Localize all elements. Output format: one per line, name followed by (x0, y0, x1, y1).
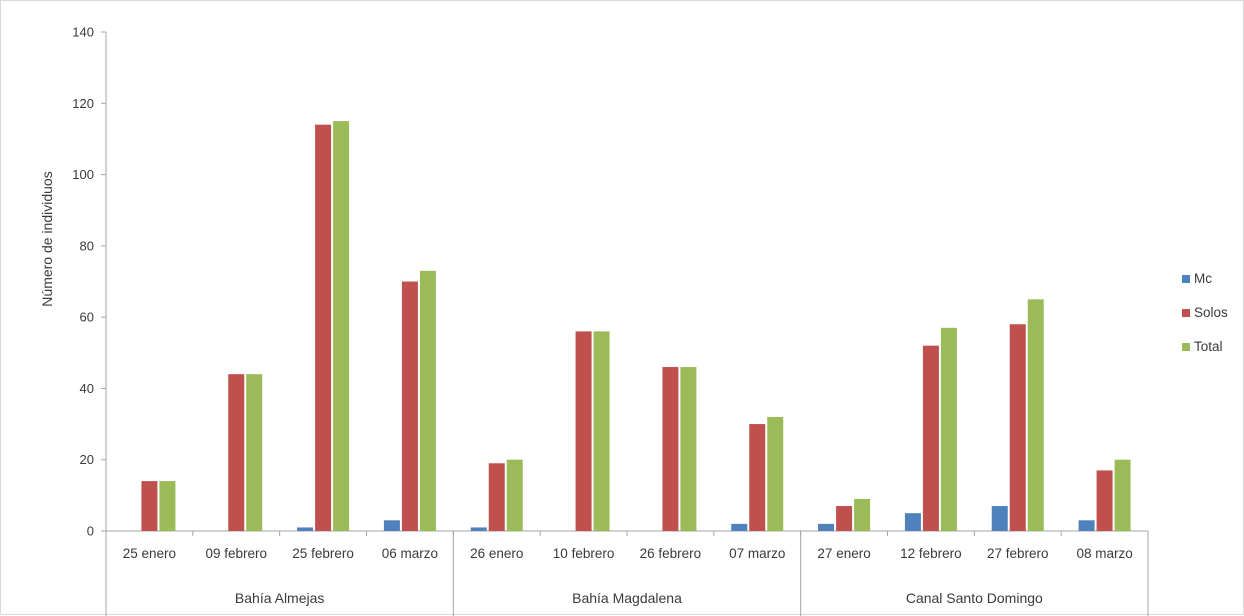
x-category-label: 06 marzo (382, 546, 438, 561)
bar-total (246, 374, 263, 531)
y-tick-label: 140 (72, 25, 94, 40)
labels: 0 20 40 60 80 100 120 140 25 enero 09 febrero 25 f… (72, 25, 1132, 607)
bar-mc (991, 506, 1008, 531)
bar-total (159, 481, 176, 531)
x-category-label: 10 febrero (553, 546, 615, 561)
bar-solos (922, 345, 939, 531)
bar-solos (1009, 324, 1026, 531)
x-group-label: Bahía Almejas (235, 590, 325, 606)
x-group-label: Bahía Magdalena (572, 590, 682, 606)
legend-label: Solos (1194, 305, 1228, 320)
bar-mc (904, 513, 921, 531)
bar-total (593, 331, 610, 531)
bar-total (767, 416, 784, 531)
bar-mc (1078, 520, 1095, 531)
bar-solos (575, 331, 592, 531)
legend-swatch (1182, 343, 1190, 351)
y-tick-label: 40 (80, 381, 94, 396)
bar-solos (662, 367, 679, 531)
x-category-label: 12 febrero (900, 546, 962, 561)
bars (141, 121, 1131, 532)
legend-label: Mc (1194, 271, 1212, 286)
bar-total (854, 498, 871, 531)
bar-mc (818, 523, 835, 531)
y-tick-label: 80 (80, 238, 94, 253)
bar-solos (315, 124, 332, 532)
legend-label: Total (1194, 339, 1223, 354)
y-tick-label: 120 (72, 96, 94, 111)
x-category-label: 25 febrero (292, 546, 354, 561)
bar-total (680, 367, 697, 531)
y-tick-label: 60 (80, 310, 94, 325)
x-category-label: 26 febrero (640, 546, 702, 561)
bar-total (1027, 299, 1044, 531)
bar-total (333, 121, 350, 531)
axes (101, 31, 1149, 616)
y-axis-title: Número de individuos (39, 171, 55, 306)
bar-mc (470, 527, 487, 531)
x-category-label: 26 enero (470, 546, 523, 561)
x-category-label: 27 febrero (987, 546, 1049, 561)
bar-solos (401, 281, 418, 531)
x-category-label: 25 enero (123, 546, 176, 561)
bar-total (1114, 459, 1131, 531)
bar-total (506, 459, 523, 531)
bar-mc (383, 520, 400, 531)
bar-mc (731, 523, 748, 531)
x-category-label: 27 enero (817, 546, 870, 561)
bar-solos (749, 424, 766, 531)
bar-total (419, 270, 436, 531)
y-tick-label: 20 (80, 452, 94, 467)
bar-solos (1096, 470, 1113, 531)
bar-solos (836, 506, 853, 531)
x-category-label: 09 febrero (205, 546, 267, 561)
bar-mc (297, 527, 314, 531)
x-group-label: Canal Santo Domingo (906, 590, 1043, 606)
bar-solos (488, 463, 505, 531)
bar-solos (228, 374, 245, 531)
y-tick-label: 100 (72, 167, 94, 182)
bar-total (940, 327, 957, 531)
bar-solos (141, 481, 158, 531)
legend-swatch (1182, 309, 1190, 317)
legend: Mc Solos Total (1182, 271, 1228, 354)
legend-swatch (1182, 275, 1190, 283)
x-category-label: 08 marzo (1076, 546, 1132, 561)
y-tick-label: 0 (87, 524, 94, 539)
x-category-label: 07 marzo (729, 546, 785, 561)
